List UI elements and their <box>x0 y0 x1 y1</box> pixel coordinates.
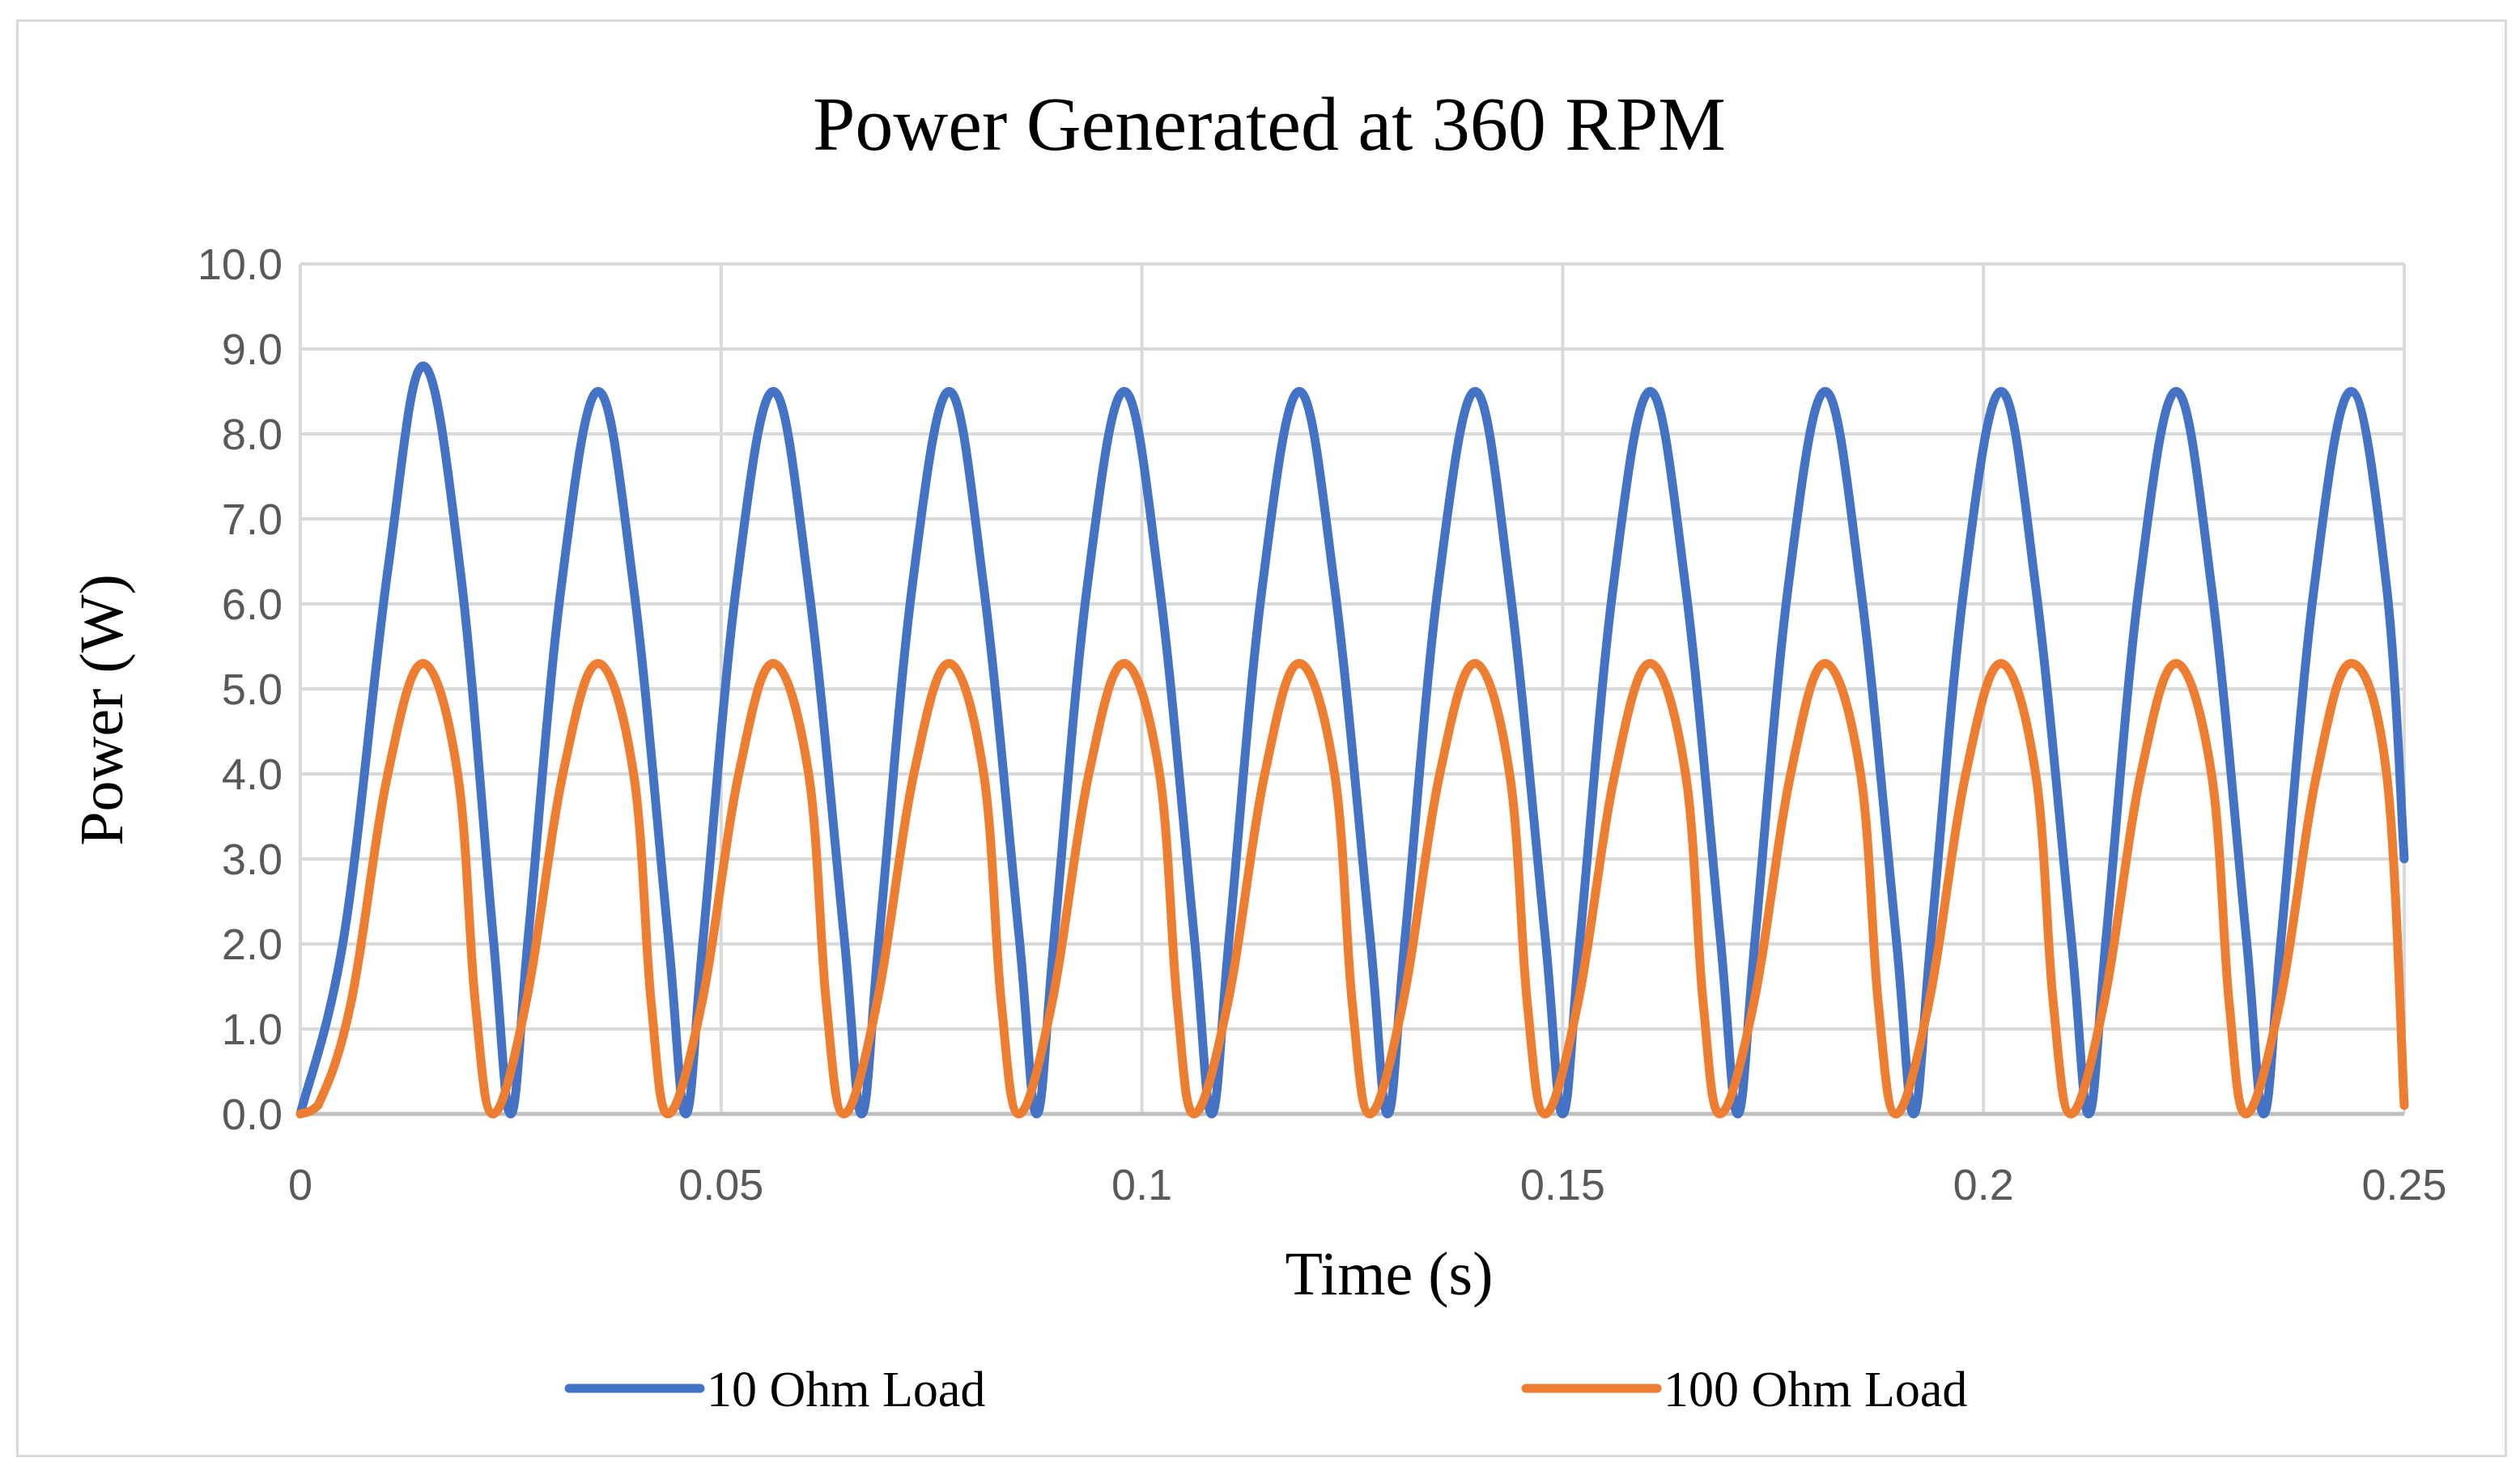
y-tick-label: 8.0 <box>222 410 283 459</box>
y-axis-title: Power (W) <box>68 574 136 846</box>
y-tick-label: 2.0 <box>222 920 283 969</box>
x-tick-label: 0.25 <box>2361 1161 2446 1209</box>
legend-label: 100 Ohm Load <box>1664 1362 1967 1418</box>
y-tick-label: 4.0 <box>222 750 283 799</box>
y-tick-label: 9.0 <box>222 325 283 374</box>
chart-svg: 0.0 1.0 2.0 3.0 4.0 5.0 6.0 7.0 8.0 9.0 10.0 0 0.05 0… <box>68 83 2447 1418</box>
y-tick-label: 3.0 <box>222 835 283 884</box>
x-tick-label: 0.2 <box>1953 1161 2014 1209</box>
y-tick-label: 5.0 <box>222 665 283 714</box>
chart-title: Power Generated at 360 RPM <box>813 83 1726 167</box>
legend-item-100-ohm-load: 100 Ohm Load <box>1521 1362 1967 1418</box>
y-tick-label: 7.0 <box>222 495 283 544</box>
tick-labels: 0.0 1.0 2.0 3.0 4.0 5.0 6.0 7.0 8.0 9.0 10.0 0 0.05 0… <box>198 240 2447 1209</box>
y-tick-label: 0.0 <box>222 1090 283 1139</box>
y-tick-label: 1.0 <box>222 1005 283 1054</box>
chart-frame: 0.0 1.0 2.0 3.0 4.0 5.0 6.0 7.0 8.0 9.0 10.0 0 0.05 0… <box>16 19 2507 1457</box>
y-tick-label: 6.0 <box>222 580 283 629</box>
x-tick-label: 0.05 <box>678 1161 763 1209</box>
legend-item-10-ohm-load: 10 Ohm Load <box>564 1362 985 1418</box>
x-tick-label: 0.1 <box>1111 1161 1172 1209</box>
x-tick-label: 0.15 <box>1520 1161 1605 1209</box>
series-lines <box>295 361 2409 1119</box>
x-axis-title: Time (s) <box>1285 1240 1494 1308</box>
legend-label: 10 Ohm Load <box>707 1362 985 1418</box>
x-tick-label: 0 <box>288 1161 312 1209</box>
legend: 10 Ohm Load 100 Ohm Load <box>564 1362 1967 1418</box>
y-tick-label: 10.0 <box>198 240 283 289</box>
series-line-100-ohm-load <box>295 659 2409 1119</box>
